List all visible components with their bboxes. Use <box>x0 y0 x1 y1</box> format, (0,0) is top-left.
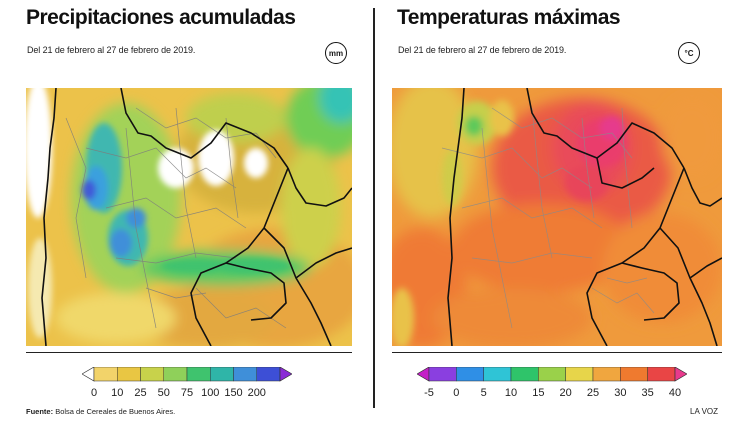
temperature-legend-tick-label: 25 <box>586 387 600 399</box>
temperature-date-range: Del 21 de febrero al 27 de febrero de 20… <box>398 45 567 55</box>
precipitation-title: Precipitaciones acumuladas <box>26 6 296 29</box>
temperature-legend-tick-label: 30 <box>614 387 627 399</box>
precipitation-legend-swatch <box>233 367 257 382</box>
source-text: Bolsa de Cereales de Buenos Aires. <box>55 407 176 416</box>
temperature-map-baseline <box>392 352 722 353</box>
precipitation-legend-tick-label: 0 <box>90 387 98 399</box>
precipitation-legend-swatch-high <box>279 367 292 382</box>
precipitation-date-range: Del 21 de febrero al 27 de febrero de 20… <box>27 45 196 55</box>
temperature-legend-tick-label: 15 <box>532 387 545 399</box>
precipitation-legend-swatch-low <box>82 367 95 382</box>
precipitation-legend-swatch <box>140 367 164 382</box>
source-note: Fuente: Bolsa de Cereales de Buenos Aire… <box>26 407 175 416</box>
precipitation-legend-swatch <box>93 367 118 382</box>
temperature-legend-tick-label: 0 <box>453 387 460 399</box>
precipitation-legend-tick-label: 25 <box>134 387 147 399</box>
temperature-legend-tick-label: 20 <box>559 387 572 399</box>
temperature-legend-tick-label: 35 <box>641 387 654 399</box>
temperature-legend-swatch <box>565 367 594 382</box>
temperature-legend-tick-label: 10 <box>504 387 518 399</box>
temperature-legend-swatch <box>620 367 648 382</box>
publisher-credit: LA VOZ <box>690 407 719 416</box>
precipitation-legend-swatch <box>117 367 141 382</box>
precipitation-map-graphic <box>26 88 352 346</box>
precipitation-legend: 0 10 25 50 75 100 150 200 <box>82 367 292 407</box>
precipitation-legend-tick-label: 150 <box>224 387 243 399</box>
temperature-unit-badge: °C <box>678 42 700 64</box>
temperature-legend-swatch <box>483 367 512 382</box>
precipitation-map <box>26 88 352 346</box>
temperature-legend-swatch-low <box>417 367 430 382</box>
temperature-panel: Temperaturas máximas Del 21 de febrero a… <box>375 0 750 422</box>
temperature-legend-swatch-high <box>674 367 687 382</box>
precipitation-panel: Precipitaciones acumuladas Del 21 de feb… <box>26 6 352 416</box>
precipitation-map-baseline <box>26 352 352 353</box>
source-label: Fuente: <box>26 407 54 416</box>
temperature-legend-swatch <box>428 367 457 382</box>
temperature-legend-bar <box>417 367 687 382</box>
precipitation-unit-badge: mm <box>325 42 347 64</box>
temperature-legend-swatch <box>647 367 676 382</box>
precipitation-legend-tick-label: 10 <box>111 387 124 399</box>
precipitation-legend-tick-label: 75 <box>180 387 194 399</box>
temperature-map-graphic <box>392 88 722 346</box>
temperature-legend-tick-label: -5 <box>424 387 434 399</box>
temperature-legend-swatch <box>456 367 484 382</box>
temperature-legend-tick-label: 40 <box>668 387 682 399</box>
precipitation-legend-swatch <box>163 367 188 382</box>
temperature-map <box>392 88 722 346</box>
precipitation-legend-swatch <box>186 367 211 382</box>
temperature-title: Temperaturas máximas <box>397 6 621 29</box>
precipitation-legend-swatch <box>256 367 281 382</box>
panel-divider <box>373 8 375 408</box>
temperature-legend-swatch <box>592 367 621 382</box>
temperature-legend-swatch <box>510 367 539 382</box>
temperature-legend-swatch <box>538 367 566 382</box>
precipitation-legend-tick-label: 50 <box>157 387 170 399</box>
precipitation-legend-bar <box>82 367 292 382</box>
temperature-legend-tick-label: 5 <box>480 387 487 399</box>
precipitation-legend-tick-label: 100 <box>201 387 220 399</box>
precipitation-legend-tick-label: 200 <box>247 387 266 399</box>
temperature-legend: -5 0 5 10 15 20 25 30 35 40 <box>417 367 687 407</box>
precipitation-legend-swatch <box>210 367 234 382</box>
